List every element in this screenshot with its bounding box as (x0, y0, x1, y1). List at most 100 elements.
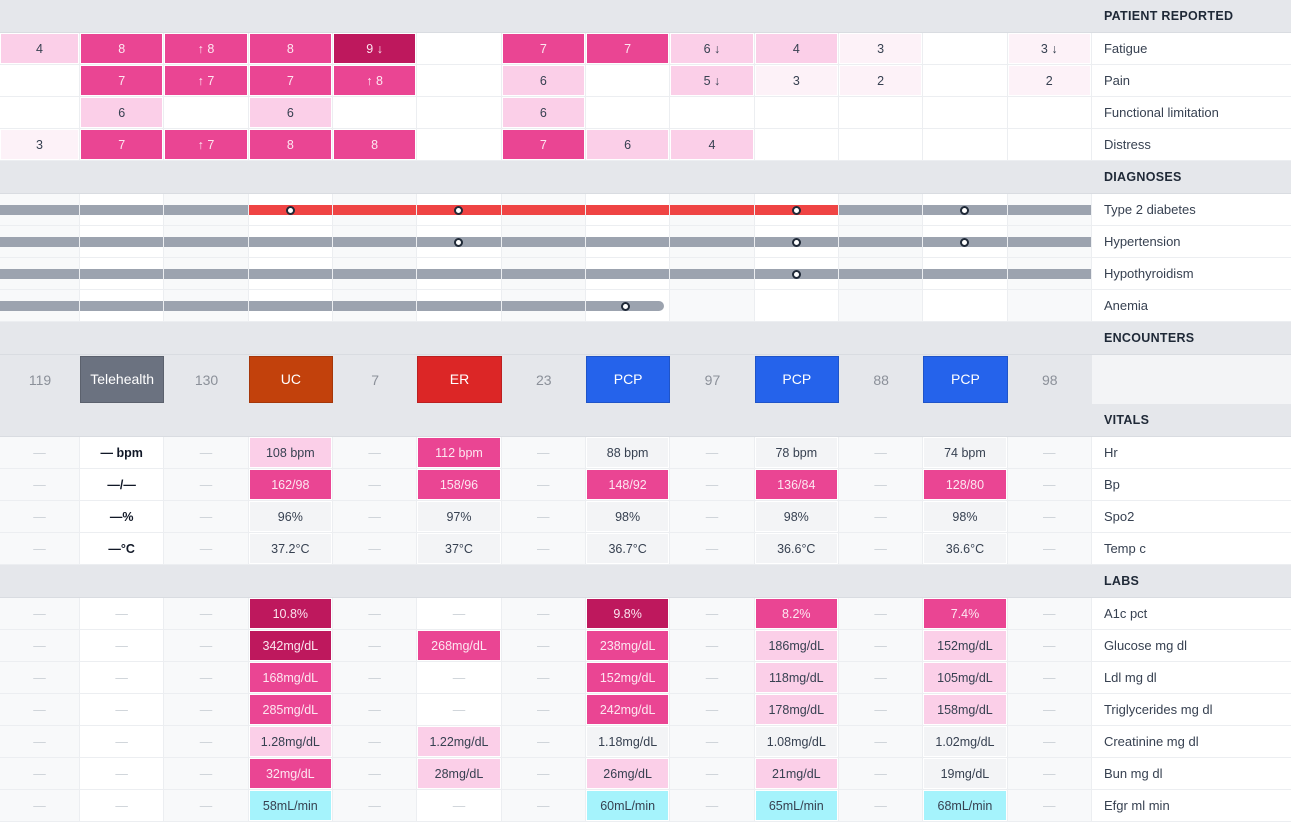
patient_reported-cell[interactable]: 8 (249, 33, 333, 64)
diagnosis-bar-inactive[interactable] (501, 237, 585, 247)
vitals-cell[interactable]: 108 bpm (249, 437, 333, 468)
encounter-marker-icon[interactable] (285, 205, 295, 215)
vitals-cell[interactable]: 98% (755, 501, 839, 532)
patient_reported-cell[interactable] (923, 129, 1008, 160)
patient_reported-cell[interactable]: 7 (502, 129, 586, 160)
diagnosis-bar-inactive[interactable] (670, 269, 754, 279)
diagnosis-bar-inactive[interactable] (585, 301, 665, 311)
diagnosis-bar-inactive[interactable] (838, 269, 923, 279)
vitals-cell[interactable]: — (0, 501, 80, 532)
patient_reported-cell[interactable] (839, 97, 924, 128)
labs-cell[interactable]: 1.22mg/dL (417, 726, 502, 757)
labs-cell[interactable]: — (332, 598, 418, 629)
vitals-cell[interactable]: 136/84 (755, 469, 839, 500)
labs-cell[interactable]: 21mg/dL (755, 758, 839, 789)
encounter-badge-uc[interactable]: UC (248, 356, 333, 403)
labs-cell[interactable]: — (838, 758, 924, 789)
encounter-marker-icon[interactable] (960, 237, 970, 247)
patient_reported-cell[interactable] (0, 65, 80, 96)
labs-cell[interactable]: — (80, 598, 165, 629)
patient_reported-cell[interactable] (164, 97, 249, 128)
labs-cell[interactable]: — (164, 598, 249, 629)
labs-cell[interactable]: — (417, 662, 502, 693)
diagnosis-bar-active[interactable] (332, 205, 417, 215)
encounter-badge-er[interactable]: ER (417, 356, 502, 403)
encounter-cell[interactable]: PCP (754, 355, 839, 404)
patient_reported-cell[interactable]: 6 (502, 97, 586, 128)
vitals-cell[interactable]: — (332, 437, 418, 468)
patient_reported-cell[interactable]: ↑ 8 (333, 65, 418, 96)
labs-cell[interactable]: — (332, 726, 418, 757)
vitals-cell[interactable]: — (0, 533, 80, 564)
labs-cell[interactable]: — (80, 726, 165, 757)
patient_reported-cell[interactable]: 5 ↓ (670, 65, 755, 96)
patient_reported-cell[interactable] (839, 129, 924, 160)
labs-cell[interactable]: 1.18mg/dL (586, 726, 671, 757)
vitals-cell[interactable]: —/— (80, 469, 165, 500)
patient_reported-cell[interactable]: 8 (333, 129, 418, 160)
diagnosis-bar-inactive[interactable] (164, 205, 248, 215)
labs-cell[interactable]: — (332, 790, 418, 821)
patient_reported-cell[interactable]: 2 (1008, 65, 1092, 96)
labs-cell[interactable]: 168mg/dL (249, 662, 333, 693)
vitals-cell[interactable]: — bpm (80, 437, 165, 468)
patient_reported-cell[interactable] (1008, 97, 1092, 128)
vitals-cell[interactable]: — (0, 437, 80, 468)
vitals-cell[interactable]: — (1007, 469, 1092, 500)
labs-cell[interactable]: — (1007, 662, 1092, 693)
labs-cell[interactable]: — (80, 662, 165, 693)
labs-cell[interactable]: — (1007, 694, 1092, 725)
vitals-cell[interactable]: — (670, 469, 755, 500)
patient_reported-cell[interactable]: 6 (586, 129, 671, 160)
patient_reported-cell[interactable]: 7 (249, 65, 333, 96)
labs-cell[interactable]: — (670, 726, 755, 757)
patient_reported-cell[interactable] (755, 129, 839, 160)
labs-cell[interactable]: — (0, 662, 80, 693)
vitals-cell[interactable]: — (670, 437, 755, 468)
encounter-badge-pcp[interactable]: PCP (923, 356, 1008, 403)
diagnosis-bar-inactive[interactable] (164, 269, 248, 279)
diagnosis-bar-inactive[interactable] (1007, 237, 1091, 247)
diagnosis-bar-inactive[interactable] (80, 301, 164, 311)
vitals-cell[interactable]: — (501, 469, 586, 500)
vitals-cell[interactable]: — (1007, 501, 1092, 532)
labs-cell[interactable]: 178mg/dL (755, 694, 839, 725)
diagnosis-bar-inactive[interactable] (164, 237, 248, 247)
labs-cell[interactable]: — (1007, 630, 1092, 661)
vitals-cell[interactable]: 74 bpm (923, 437, 1008, 468)
labs-cell[interactable]: — (670, 694, 755, 725)
diagnosis-bar-inactive[interactable] (248, 237, 332, 247)
patient_reported-cell[interactable] (417, 97, 502, 128)
vitals-cell[interactable]: 78 bpm (755, 437, 839, 468)
diagnosis-bar-inactive[interactable] (80, 237, 164, 247)
diagnosis-bar-inactive[interactable] (248, 301, 332, 311)
labs-cell[interactable]: — (501, 598, 586, 629)
labs-cell[interactable]: — (670, 790, 755, 821)
patient_reported-cell[interactable]: 7 (502, 33, 586, 64)
vitals-cell[interactable]: 36.7°C (586, 533, 671, 564)
patient_reported-cell[interactable] (923, 97, 1008, 128)
diagnosis-bar-inactive[interactable] (585, 237, 670, 247)
labs-cell[interactable]: — (501, 662, 586, 693)
patient_reported-cell[interactable] (0, 97, 80, 128)
labs-cell[interactable]: — (332, 694, 418, 725)
vitals-cell[interactable]: — (332, 501, 418, 532)
vitals-cell[interactable]: — (838, 469, 924, 500)
labs-cell[interactable]: 28mg/dL (417, 758, 502, 789)
labs-cell[interactable]: 65mL/min (755, 790, 839, 821)
labs-cell[interactable]: — (670, 758, 755, 789)
diagnosis-bar-inactive[interactable] (0, 269, 79, 279)
patient_reported-cell[interactable] (333, 97, 418, 128)
labs-cell[interactable]: — (838, 694, 924, 725)
labs-cell[interactable]: 1.02mg/dL (923, 726, 1008, 757)
diagnosis-bar-inactive[interactable] (0, 237, 79, 247)
labs-cell[interactable]: — (501, 758, 586, 789)
patient_reported-cell[interactable] (417, 65, 502, 96)
labs-cell[interactable]: — (0, 598, 80, 629)
labs-cell[interactable]: 1.08mg/dL (755, 726, 839, 757)
vitals-cell[interactable]: — (838, 501, 924, 532)
diagnosis-bar-active[interactable] (417, 205, 501, 215)
encounter-marker-icon[interactable] (791, 205, 801, 215)
encounter-marker-icon[interactable] (960, 205, 970, 215)
diagnosis-bar-active[interactable] (585, 205, 670, 215)
